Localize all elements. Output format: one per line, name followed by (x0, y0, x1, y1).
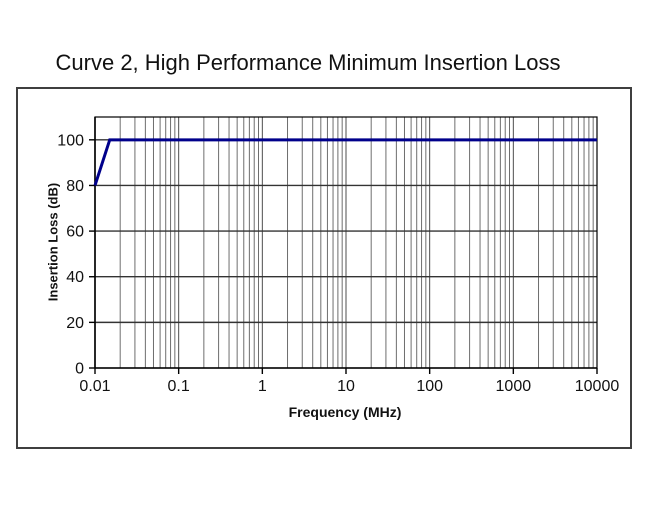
chart-frame (16, 87, 632, 449)
svg-text:60: 60 (66, 224, 84, 241)
y-tick-labels: 0 20 40 60 80 100 (57, 132, 84, 377)
svg-text:80: 80 (66, 178, 84, 195)
svg-text:0.1: 0.1 (168, 378, 190, 395)
chart-title: Curve 2, High Performance Minimum Insert… (55, 50, 561, 75)
x-tick-labels: 0.01 0.1 1 10 100 1000 10000 (79, 378, 619, 395)
series-line (93, 138, 597, 186)
svg-text:40: 40 (66, 269, 84, 286)
svg-text:10: 10 (337, 378, 355, 395)
svg-text:10000: 10000 (575, 378, 620, 395)
x-axis-title: Frequency (MHz) (288, 404, 402, 420)
svg-text:0.01: 0.01 (79, 378, 110, 395)
svg-text:20: 20 (66, 315, 84, 332)
y-axis-ticks (89, 139, 95, 369)
svg-text:0: 0 (75, 361, 84, 378)
x-axis-ticks (94, 368, 598, 374)
y-axis-title: Insertion Loss (dB) (45, 182, 61, 302)
svg-text:100: 100 (416, 378, 443, 395)
svg-text:1: 1 (258, 378, 267, 395)
svg-text:100: 100 (57, 132, 84, 149)
insertion-loss-curve (93, 138, 597, 186)
svg-text:1000: 1000 (496, 378, 532, 395)
gridlines-vertical-minor (119, 117, 594, 368)
